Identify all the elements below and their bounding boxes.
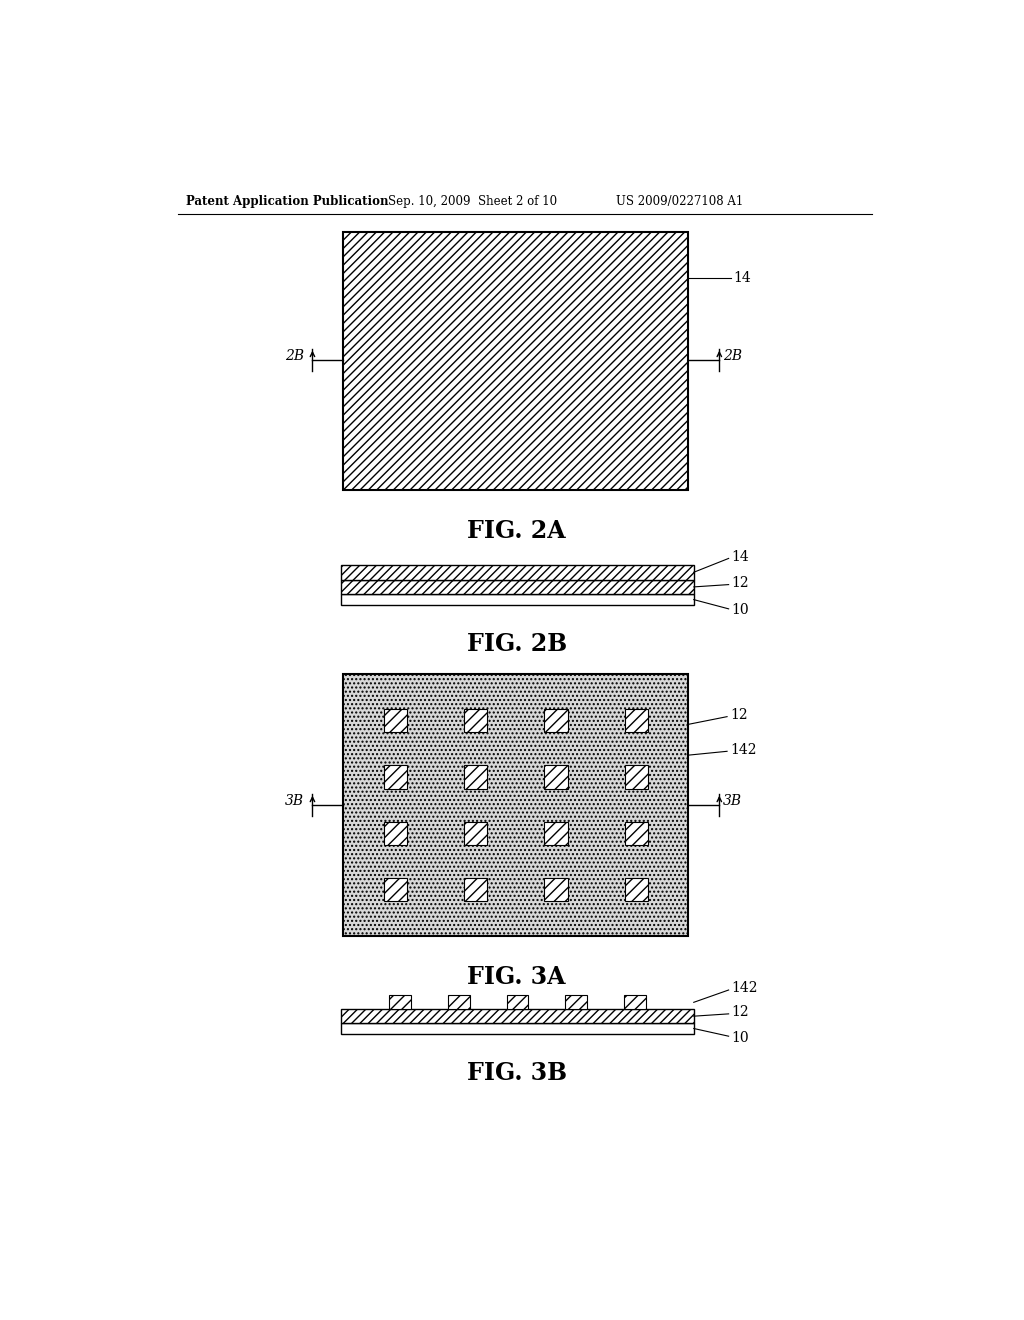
Bar [625, 878, 648, 902]
Bar [625, 822, 648, 845]
Bar [625, 709, 648, 733]
Text: 142: 142 [730, 743, 757, 756]
Text: Sep. 10, 2009  Sheet 2 of 10: Sep. 10, 2009 Sheet 2 of 10 [388, 195, 557, 209]
Bar [464, 709, 487, 733]
Text: 2B: 2B [723, 350, 742, 363]
Bar [545, 822, 567, 845]
Bar [507, 995, 528, 1010]
Bar [565, 995, 587, 1010]
Bar [343, 231, 688, 490]
Bar [464, 766, 487, 788]
Bar [545, 766, 567, 788]
Bar [341, 1023, 693, 1034]
Text: 142: 142 [731, 982, 758, 995]
Bar [545, 709, 567, 733]
Text: 3B: 3B [723, 795, 742, 808]
Text: 3B: 3B [286, 795, 304, 808]
Bar [625, 766, 648, 788]
Text: FIG. 2A: FIG. 2A [467, 519, 565, 543]
Bar [384, 709, 407, 733]
Bar [447, 995, 470, 1010]
Text: US 2009/0227108 A1: US 2009/0227108 A1 [616, 195, 743, 209]
Bar [464, 822, 487, 845]
Bar [384, 766, 407, 788]
Bar [625, 995, 646, 1010]
Text: 10: 10 [731, 1031, 749, 1044]
Text: 14: 14 [733, 271, 751, 285]
Bar [341, 594, 693, 605]
Text: FIG. 3A: FIG. 3A [467, 965, 565, 990]
Bar [341, 1010, 693, 1023]
Bar [341, 565, 693, 579]
Text: 2B: 2B [286, 350, 304, 363]
Bar [389, 995, 411, 1010]
Bar [545, 878, 567, 902]
Text: FIG. 3B: FIG. 3B [467, 1061, 567, 1085]
Text: 12: 12 [731, 576, 749, 590]
Text: FIG. 2B: FIG. 2B [467, 632, 567, 656]
Bar [464, 878, 487, 902]
Bar [343, 675, 688, 936]
Text: 12: 12 [731, 1006, 749, 1019]
Text: 14: 14 [731, 550, 749, 564]
Bar [384, 878, 407, 902]
Bar [341, 579, 693, 594]
Bar [384, 822, 407, 845]
Text: 10: 10 [731, 603, 749, 618]
Text: Patent Application Publication: Patent Application Publication [186, 195, 389, 209]
Text: 12: 12 [730, 708, 748, 722]
